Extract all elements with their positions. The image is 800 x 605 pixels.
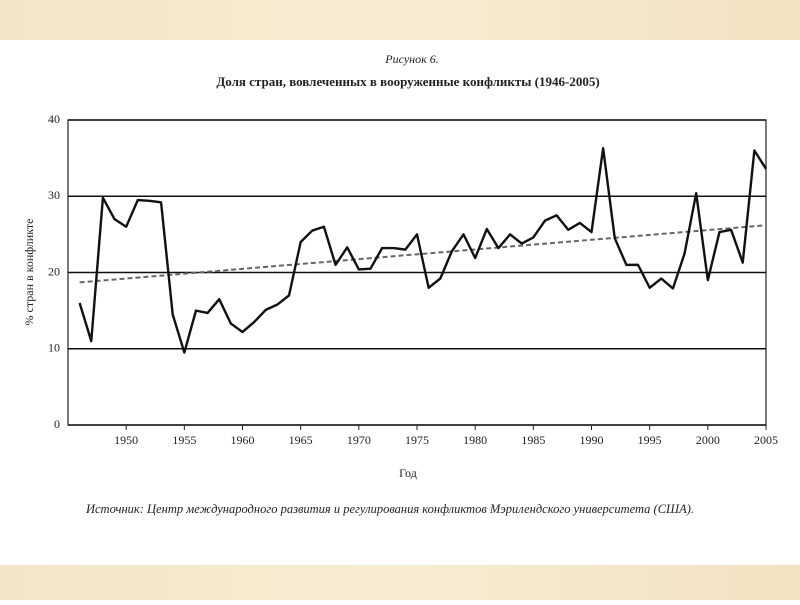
x-tick-label: 1965: [289, 433, 313, 447]
top-band: [0, 0, 800, 40]
x-tick-label: 1960: [231, 433, 255, 447]
y-tick-label: 0: [54, 417, 60, 431]
chart-title: Доля стран, вовлеченных в вооруженные ко…: [216, 74, 599, 89]
y-axis-label: % стран в конфликте: [22, 219, 36, 326]
trend-line: [79, 224, 767, 284]
x-tick-label: 1955: [172, 433, 196, 447]
x-tick-label: 1950: [114, 433, 138, 447]
figure-label: Рисунок 6.: [384, 52, 438, 66]
y-tick-label: 30: [48, 188, 60, 202]
x-tick-label: 1980: [463, 433, 487, 447]
y-tick-label: 10: [48, 341, 60, 355]
bottom-band: [0, 565, 800, 600]
x-tick-label: 1985: [521, 433, 545, 447]
x-tick-label: 1995: [638, 433, 662, 447]
x-tick-label: 1990: [580, 433, 604, 447]
x-tick-label: 1970: [347, 433, 371, 447]
x-axis-label: Год: [399, 466, 417, 480]
source-note: Источник: Центр международного развития …: [85, 502, 694, 516]
y-tick-label: 20: [48, 264, 60, 278]
data-line: [78, 147, 768, 354]
x-tick-label: 2000: [696, 433, 720, 447]
x-tick-label: 1975: [405, 433, 429, 447]
x-tick-label: 2005: [754, 433, 778, 447]
y-tick-label: 40: [48, 112, 60, 126]
